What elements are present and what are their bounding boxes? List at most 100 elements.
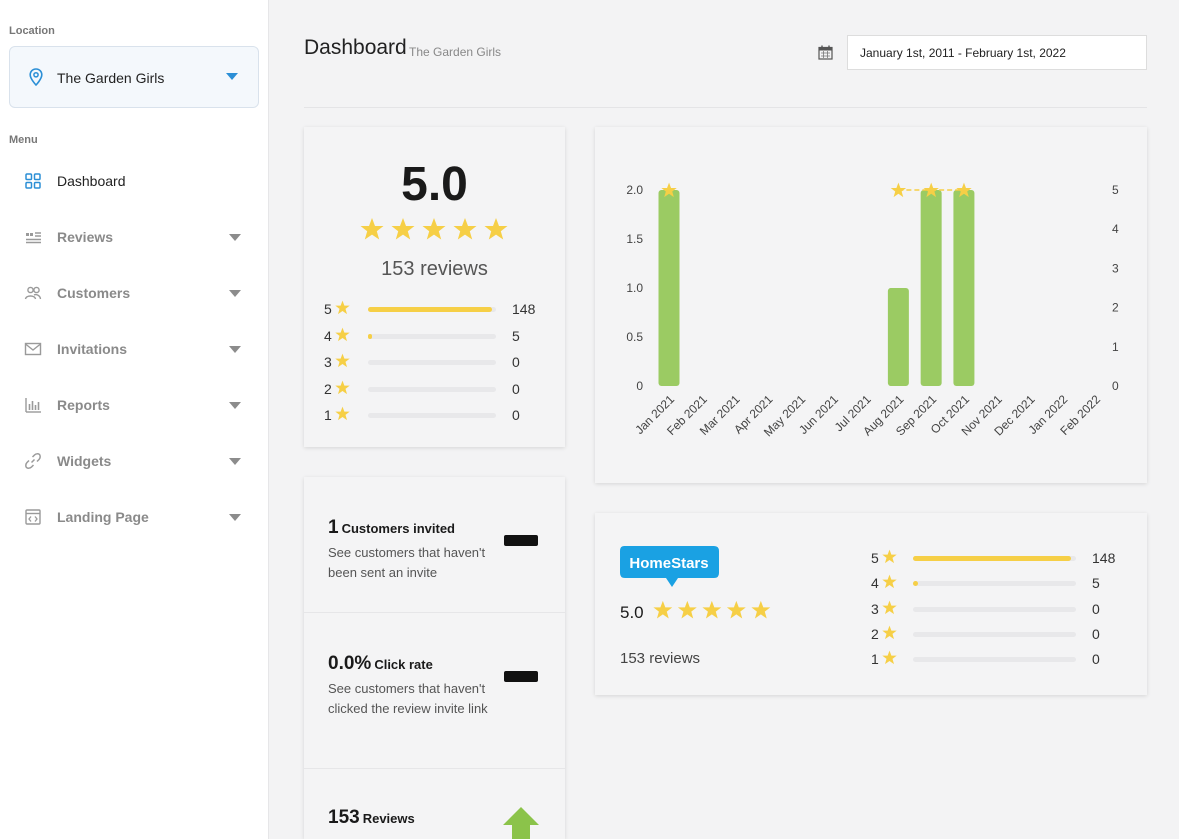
sidebar-item-customers[interactable]: Customers — [0, 273, 269, 313]
minus-indicator-icon — [504, 671, 538, 682]
chevron-down-icon — [229, 458, 241, 465]
stat-unit: Customers invited — [341, 521, 455, 536]
y2-tick-label: 1 — [1112, 340, 1119, 354]
star-level: 2 — [871, 625, 879, 642]
star-level: 2 — [324, 380, 332, 397]
stat-value: 0.0% — [328, 653, 372, 674]
distribution-count: 0 — [512, 380, 520, 397]
rating-summary-card: 5.0 153 reviews 5 148 4 5 3 0 2 0 1 0 — [304, 127, 565, 447]
homestars-review-count: 153 reviews — [620, 650, 701, 667]
sidebar-item-label: Reports — [57, 397, 110, 413]
distribution-row: 5 148 — [324, 299, 554, 319]
sidebar-item-widgets[interactable]: Widgets — [0, 441, 269, 481]
minus-indicator-icon — [504, 535, 538, 546]
homestars-card: HomeStars 5.0 153 reviews 5 148 4 5 3 0 2 0 1 0 — [595, 513, 1147, 695]
homestars-rating: 5.0 — [620, 603, 644, 622]
star-icon — [653, 600, 771, 619]
y-tick-label: 0 — [636, 379, 643, 393]
invite-stats-card: 1 Customers invited See customers that ha… — [304, 477, 565, 839]
star-icon — [360, 218, 508, 240]
star-level: 5 — [871, 550, 879, 566]
rating-stars — [360, 217, 510, 248]
rating-point-star — [890, 182, 907, 198]
envelope-icon — [24, 342, 42, 356]
sidebar-item-reports[interactable]: Reports — [0, 385, 269, 425]
chevron-down-icon — [226, 73, 238, 80]
star-icon — [882, 549, 897, 569]
star-icon — [882, 600, 897, 620]
sidebar-item-label: Reviews — [57, 229, 114, 245]
distribution-bar — [913, 581, 1076, 587]
star-icon — [335, 353, 350, 373]
sidebar-item-label: Customers — [57, 285, 131, 301]
star-level: 4 — [324, 327, 332, 344]
star-icon — [882, 625, 897, 645]
distribution-count: 0 — [1092, 651, 1100, 668]
menu-label: Menu — [9, 134, 38, 146]
stat-reviews[interactable]: 153 Reviews — [304, 807, 565, 829]
y2-tick-label: 3 — [1112, 261, 1119, 275]
star-level: 1 — [324, 407, 332, 423]
sidebar-item-label: Widgets — [57, 453, 112, 469]
distribution-count: 148 — [1092, 550, 1116, 566]
reviews-chart-card: 0 0.5 1.0 1.5 2.0 0 1 2 3 4 5 Jan 2021 Feb 2021 Mar 2… — [595, 127, 1147, 483]
rating-point-star — [923, 182, 939, 198]
distribution-row: 5 148 — [871, 548, 1131, 568]
review-count: 153 reviews — [381, 258, 488, 280]
distribution-bar — [368, 360, 496, 365]
y2-tick-label: 4 — [1112, 222, 1119, 236]
star-level: 1 — [871, 651, 879, 668]
divider — [304, 768, 565, 769]
y-tick-label: 1.0 — [626, 281, 643, 295]
stat-customers-invited[interactable]: 1 Customers invited See customers that ha… — [304, 517, 565, 583]
sidebar-item-invitations[interactable]: Invitations — [0, 329, 269, 369]
distribution-count: 0 — [1092, 600, 1100, 617]
distribution-bar — [368, 413, 496, 418]
stat-click-rate[interactable]: 0.0% Click rate See customers that haven'… — [304, 653, 565, 719]
star-icon — [882, 650, 897, 670]
chevron-down-icon — [229, 346, 241, 353]
divider — [304, 612, 565, 613]
chart-bar — [953, 190, 975, 386]
sidebar-item-landing-page[interactable]: Landing Page — [0, 497, 269, 537]
y-tick-label: 2.0 — [626, 183, 643, 197]
calendar-icon[interactable] — [818, 45, 833, 60]
grid-icon — [25, 173, 41, 189]
y-tick-label: 1.5 — [626, 232, 643, 246]
star-level: 5 — [324, 301, 332, 317]
distribution-count: 5 — [512, 327, 520, 344]
stat-value: 153 — [328, 807, 360, 828]
chevron-down-icon — [229, 290, 241, 297]
star-icon — [882, 574, 897, 594]
customers-icon — [24, 286, 42, 300]
star-level: 4 — [871, 575, 879, 592]
distribution-count: 5 — [1092, 575, 1100, 592]
star-icon — [335, 380, 350, 400]
sidebar-item-label: Landing Page — [57, 509, 149, 525]
y2-tick-label: 0 — [1112, 379, 1119, 393]
link-icon — [25, 453, 41, 469]
arrow-up-icon — [503, 807, 539, 839]
date-range-input[interactable]: January 1st, 2011 - February 1st, 2022 — [847, 35, 1147, 70]
distribution-count: 0 — [512, 354, 520, 370]
bar-chart-icon — [25, 398, 41, 413]
distribution-bar-fill — [913, 556, 1071, 561]
rating-point-star — [956, 182, 972, 198]
sidebar-item-reviews[interactable]: Reviews — [0, 217, 269, 257]
y2-tick-label: 5 — [1112, 183, 1119, 197]
sidebar-item-dashboard[interactable]: Dashboard — [0, 161, 269, 201]
header-divider — [304, 107, 1147, 108]
location-select[interactable]: The Garden Girls — [9, 46, 259, 108]
svg-text:HomeStars: HomeStars — [629, 555, 708, 572]
star-level: 3 — [871, 600, 879, 617]
reviews-icon — [26, 232, 41, 244]
distribution-bar-fill — [913, 581, 919, 587]
stat-value: 1 — [328, 517, 339, 538]
chevron-down-icon — [229, 514, 241, 521]
